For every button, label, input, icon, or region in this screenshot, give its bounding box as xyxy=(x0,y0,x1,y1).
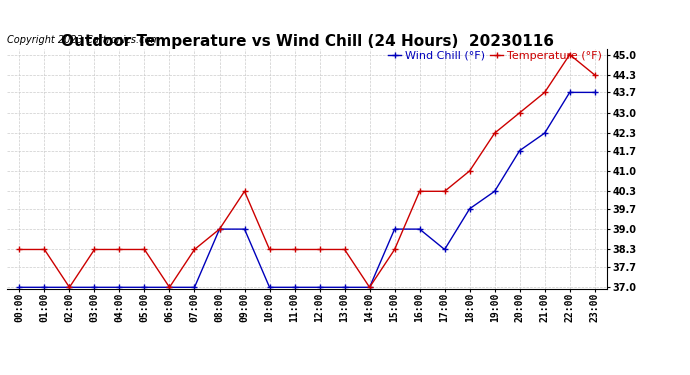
Line: Wind Chill (°F): Wind Chill (°F) xyxy=(17,90,598,290)
Wind Chill (°F) xyxy=(140,285,148,290)
Temperature (°F) xyxy=(15,247,23,252)
Temperature (°F) xyxy=(340,247,348,252)
Wind Chill (°F) xyxy=(40,285,48,290)
Temperature (°F) xyxy=(240,189,248,194)
Temperature (°F) xyxy=(391,247,399,252)
Wind Chill (°F) xyxy=(90,285,99,290)
Temperature (°F) xyxy=(215,227,224,231)
Temperature (°F) xyxy=(166,285,174,290)
Wind Chill (°F) xyxy=(166,285,174,290)
Wind Chill (°F) xyxy=(515,148,524,153)
Temperature (°F) xyxy=(40,247,48,252)
Wind Chill (°F) xyxy=(15,285,23,290)
Wind Chill (°F) xyxy=(115,285,124,290)
Title: Outdoor Temperature vs Wind Chill (24 Hours)  20230116: Outdoor Temperature vs Wind Chill (24 Ho… xyxy=(61,34,553,49)
Temperature (°F) xyxy=(366,285,374,290)
Wind Chill (°F) xyxy=(190,285,199,290)
Wind Chill (°F) xyxy=(415,227,424,231)
Temperature (°F) xyxy=(515,111,524,115)
Wind Chill (°F) xyxy=(491,189,499,194)
Wind Chill (°F) xyxy=(240,227,248,231)
Temperature (°F) xyxy=(290,247,299,252)
Line: Temperature (°F): Temperature (°F) xyxy=(17,52,598,290)
Temperature (°F) xyxy=(466,169,474,173)
Wind Chill (°F) xyxy=(591,90,599,94)
Temperature (°F) xyxy=(315,247,324,252)
Temperature (°F) xyxy=(440,189,449,194)
Wind Chill (°F) xyxy=(215,227,224,231)
Temperature (°F) xyxy=(540,90,549,94)
Wind Chill (°F) xyxy=(466,207,474,211)
Wind Chill (°F) xyxy=(566,90,574,94)
Legend: Wind Chill (°F), Temperature (°F): Wind Chill (°F), Temperature (°F) xyxy=(388,51,602,61)
Text: Copyright 2023 Cartronics.com: Copyright 2023 Cartronics.com xyxy=(7,35,160,45)
Temperature (°F) xyxy=(190,247,199,252)
Temperature (°F) xyxy=(491,131,499,135)
Temperature (°F) xyxy=(566,53,574,57)
Wind Chill (°F) xyxy=(440,247,449,252)
Temperature (°F) xyxy=(591,73,599,77)
Temperature (°F) xyxy=(90,247,99,252)
Temperature (°F) xyxy=(66,285,74,290)
Temperature (°F) xyxy=(266,247,274,252)
Wind Chill (°F) xyxy=(340,285,348,290)
Wind Chill (°F) xyxy=(66,285,74,290)
Wind Chill (°F) xyxy=(540,131,549,135)
Temperature (°F) xyxy=(415,189,424,194)
Wind Chill (°F) xyxy=(391,227,399,231)
Wind Chill (°F) xyxy=(366,285,374,290)
Wind Chill (°F) xyxy=(266,285,274,290)
Temperature (°F) xyxy=(115,247,124,252)
Wind Chill (°F) xyxy=(290,285,299,290)
Wind Chill (°F) xyxy=(315,285,324,290)
Temperature (°F) xyxy=(140,247,148,252)
